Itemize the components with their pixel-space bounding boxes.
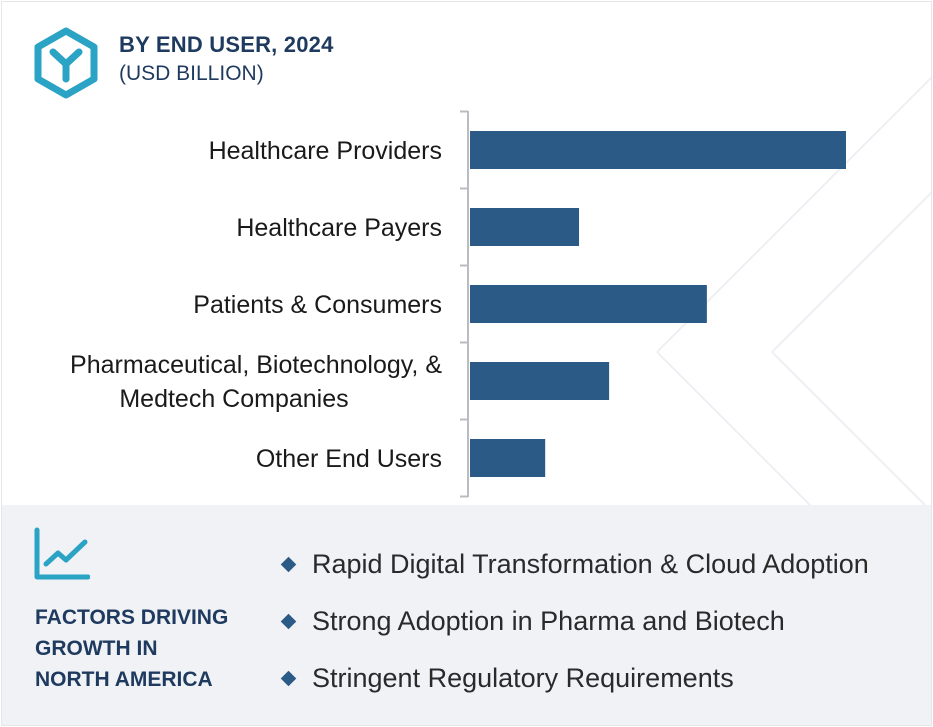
diamond-bullet-icon <box>280 613 297 630</box>
factors-heading-line: FACTORS DRIVING <box>35 606 229 629</box>
factors-heading: FACTORS DRIVING GROWTH IN NORTH AMERICA <box>35 602 265 695</box>
chart-subtitle: (USD BILLION) <box>119 62 264 85</box>
factor-text: Strong Adoption in Pharma and Biotech <box>312 606 785 636</box>
factor-text: Stringent Regulatory Requirements <box>312 663 734 693</box>
bar <box>470 362 610 400</box>
trend-line-chart-icon <box>34 527 90 580</box>
diamond-bullet-icon <box>280 556 297 573</box>
bar <box>470 285 707 323</box>
factor-item: Stringent Regulatory Requirements <box>280 663 734 694</box>
diamond-bullet-icon <box>280 670 297 687</box>
chart-title: BY END USER, 2024 <box>119 32 334 57</box>
category-label: Patients & Consumers <box>193 291 442 319</box>
category-label: Other End Users <box>256 445 442 473</box>
factors-panel: FACTORS DRIVING GROWTH IN NORTH AMERICA … <box>2 505 931 725</box>
bar <box>470 439 546 477</box>
category-label: Pharmaceutical, Biotechnology, & <box>70 351 442 379</box>
bar-chart: Healthcare Providers Healthcare Payers Pat… <box>70 110 846 498</box>
category-label: Healthcare Providers <box>209 137 442 165</box>
category-label: Healthcare Payers <box>236 214 442 242</box>
factor-text: Rapid Digital Transformation & Cloud Ado… <box>312 549 869 579</box>
hexagon-y-logo-icon <box>34 27 98 99</box>
bar <box>470 131 846 169</box>
factor-item: Strong Adoption in Pharma and Biotech <box>280 606 785 637</box>
bar <box>470 208 580 246</box>
category-label: Medtech Companies <box>119 385 348 413</box>
factors-heading-line: NORTH AMERICA <box>35 668 213 691</box>
factors-heading-line: GROWTH IN <box>35 637 158 660</box>
factor-item: Rapid Digital Transformation & Cloud Ado… <box>280 549 869 580</box>
